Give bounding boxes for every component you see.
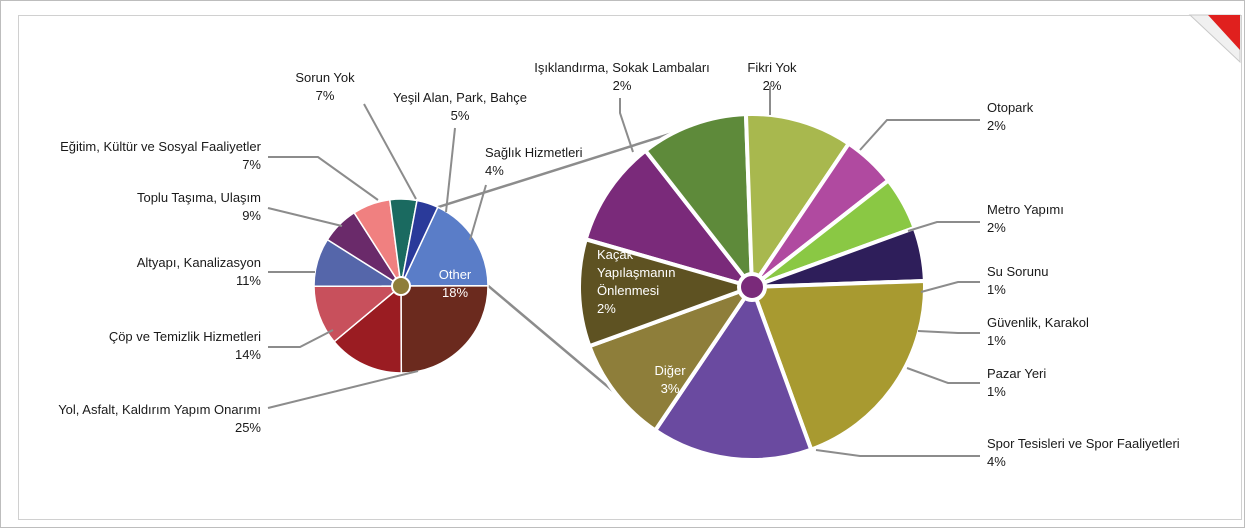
main-label-text-cop-ve-temizlik-hizmetleri-line1: Çöp ve Temizlik Hizmetleri bbox=[109, 329, 261, 344]
secondary-label-kacak-yapilasmanin-onlenmesi: Kaçak Yapılaşmanın Önlenmesi 2% bbox=[597, 247, 676, 316]
secondary-label-fikri-yok: Fikri Yok 2% bbox=[747, 60, 797, 93]
main-slice-other bbox=[400, 206, 489, 287]
secondary-label-otopark: Otopark 2% bbox=[987, 100, 1034, 133]
secondary-leader-spor-tesisleri-ve-spor-faaliyetleri bbox=[815, 449, 980, 457]
data-labels: Other 18% Yol, Asfalt, Kaldırım Yapım Onar… bbox=[58, 60, 1180, 469]
main-label-altyapi-kanalizasyon: Altyapı, Kanalizasyon 11% bbox=[137, 255, 262, 288]
secondary-label-text-metro-yapimi-pct: 2% bbox=[987, 220, 1006, 235]
secondary-leader-metro-yapimi bbox=[907, 221, 980, 232]
secondary-label-text-isiklandirma-sokak-lambalari-line1: Işıklandırma, Sokak Lambaları bbox=[534, 60, 710, 75]
secondary-label-text-pazar-yeri-line1: Pazar Yeri bbox=[987, 366, 1046, 381]
secondary-label-text-guvenlik-karakol-line1: Güvenlik, Karakol bbox=[987, 315, 1089, 330]
secondary-label-text-kacak-yapilasmanin-onlenmesi-line3: Önlenmesi bbox=[597, 283, 659, 298]
main-leader-saglik-hizmetleri bbox=[469, 184, 487, 241]
main-pie-center bbox=[391, 276, 411, 296]
main-label-text-yesil-alan-park-bahce-line1: Yeşil Alan, Park, Bahçe bbox=[393, 90, 527, 105]
main-label-toplu-tasima-ulasim: Toplu Taşıma, Ulaşım 9% bbox=[137, 190, 261, 223]
secondary-slice-spor-tesisleri-ve-spor-faaliyetleri bbox=[750, 278, 927, 452]
secondary-label-pazar-yeri: Pazar Yeri 1% bbox=[987, 366, 1046, 399]
main-label-saglik-hizmetleri: Sağlık Hizmetleri 4% bbox=[485, 145, 583, 178]
secondary-label-text-fikri-yok-pct: 2% bbox=[763, 78, 782, 93]
secondary-slice-metro-yapimi bbox=[743, 112, 851, 289]
secondary-leader-otopark bbox=[859, 119, 980, 151]
secondary-label-text-guvenlik-karakol-pct: 1% bbox=[987, 333, 1006, 348]
main-label-text-toplu-tasima-ulasim-line1: Toplu Taşıma, Ulaşım bbox=[137, 190, 261, 205]
secondary-leader-su-sorunu bbox=[920, 281, 980, 293]
main-label-text-cop-ve-temizlik-hizmetleri-pct: 14% bbox=[235, 347, 261, 362]
main-leader-yesil-alan-park-bahce bbox=[445, 127, 456, 213]
secondary-label-text-spor-tesisleri-ve-spor-faaliyetleri-line1: Spor Tesisleri ve Spor Faaliyetleri bbox=[987, 436, 1180, 451]
main-slice-saglik-hizmetleri bbox=[400, 199, 439, 287]
secondary-label-text-diger-pct: 3% bbox=[661, 381, 680, 396]
main-slice-cop-ve-temizlik-hizmetleri bbox=[333, 285, 403, 374]
main-leader-yol-asfalt-kaldirim-yapim-onarimi bbox=[267, 370, 419, 409]
secondary-label-text-spor-tesisleri-ve-spor-faaliyetleri-pct: 4% bbox=[987, 454, 1006, 469]
main-label-egitim-kultur-ve-sosyal-faaliyetler: Eğitim, Kültür ve Sosyal Faaliyetler 7% bbox=[60, 139, 262, 172]
main-label-text-saglik-hizmetleri-line1: Sağlık Hizmetleri bbox=[485, 145, 583, 160]
main-label-yol-asfalt-kaldirim-yapim-onarimi: Yol, Asfalt, Kaldırım Yapım Onarımı 25% bbox=[58, 402, 261, 435]
main-label-text-saglik-hizmetleri-pct: 4% bbox=[485, 163, 504, 178]
secondary-label-text-su-sorunu-line1: Su Sorunu bbox=[987, 264, 1048, 279]
secondary-label-text-otopark-line1: Otopark bbox=[987, 100, 1034, 115]
main-label-text-other-line1: Other bbox=[439, 267, 472, 282]
leader-lines bbox=[267, 86, 980, 457]
main-label-text-egitim-kultur-ve-sosyal-faaliyetler-line1: Eğitim, Kültür ve Sosyal Faaliyetler bbox=[60, 139, 262, 154]
main-label-text-altyapi-kanalizasyon-pct: 11% bbox=[236, 273, 261, 288]
secondary-label-text-kacak-yapilasmanin-onlenmesi-line1: Kaçak bbox=[597, 247, 634, 262]
secondary-label-text-metro-yapimi-line1: Metro Yapımı bbox=[987, 202, 1064, 217]
corner-accent bbox=[1188, 14, 1241, 64]
secondary-label-text-su-sorunu-pct: 1% bbox=[987, 282, 1006, 297]
plot-border bbox=[18, 15, 1242, 520]
main-label-cop-ve-temizlik-hizmetleri: Çöp ve Temizlik Hizmetleri 14% bbox=[109, 329, 262, 362]
connector-line-top bbox=[437, 131, 674, 209]
secondary-leader-guvenlik-karakol bbox=[917, 330, 980, 334]
main-leader-toplu-tasima-ulasim bbox=[267, 207, 343, 227]
secondary-leader-isiklandirma-sokak-lambalari bbox=[619, 98, 634, 153]
secondary-label-text-pazar-yeri-pct: 1% bbox=[987, 384, 1006, 399]
secondary-label-diger: Diğer 3% bbox=[654, 363, 686, 396]
secondary-label-text-isiklandirma-sokak-lambalari-pct: 2% bbox=[613, 78, 632, 93]
main-label-text-sorun-yok-pct: 7% bbox=[316, 88, 335, 103]
main-label-text-altyapi-kanalizasyon-line1: Altyapı, Kanalizasyon bbox=[137, 255, 261, 270]
main-label-text-other-pct: 18% bbox=[442, 285, 468, 300]
secondary-slice-diger bbox=[653, 285, 814, 462]
secondary-slice-otopark bbox=[643, 112, 754, 289]
main-label-other: Other 18% bbox=[439, 267, 472, 300]
main-leader-cop-ve-temizlik-hizmetleri bbox=[268, 329, 334, 348]
secondary-label-su-sorunu: Su Sorunu 1% bbox=[987, 264, 1048, 297]
main-label-text-egitim-kultur-ve-sosyal-faaliyetler-pct: 7% bbox=[242, 157, 261, 172]
secondary-label-text-kacak-yapilasmanin-onlenmesi-pct: 2% bbox=[597, 301, 616, 316]
secondary-slice-isiklandirma-sokak-lambalari bbox=[577, 237, 754, 349]
secondary-label-guvenlik-karakol: Güvenlik, Karakol 1% bbox=[987, 315, 1089, 348]
main-label-sorun-yok: Sorun Yok 7% bbox=[295, 70, 355, 103]
secondary-pie bbox=[577, 112, 927, 462]
secondary-label-text-kacak-yapilasmanin-onlenmesi-line2: Yapılaşmanın bbox=[597, 265, 676, 280]
secondary-label-spor-tesisleri-ve-spor-faaliyetleri: Spor Tesisleri ve Spor Faaliyetleri 4% bbox=[987, 436, 1180, 469]
main-leader-egitim-kultur-ve-sosyal-faaliyetler bbox=[268, 156, 379, 201]
secondary-label-text-diger-line1: Diğer bbox=[654, 363, 686, 378]
main-leader-sorun-yok bbox=[363, 103, 417, 200]
secondary-slice-kacak-yapilasmanin-onlenmesi bbox=[587, 285, 754, 433]
main-label-yesil-alan-park-bahce: Yeşil Alan, Park, Bahçe 5% bbox=[393, 90, 527, 123]
secondary-label-isiklandirma-sokak-lambalari: Işıklandırma, Sokak Lambaları 2% bbox=[534, 60, 710, 93]
corner-accent-mark bbox=[1208, 15, 1240, 50]
secondary-leader-pazar-yeri bbox=[906, 367, 980, 384]
main-label-text-sorun-yok-line1: Sorun Yok bbox=[295, 70, 355, 85]
secondary-slice-fikri-yok bbox=[583, 148, 754, 289]
secondary-label-text-fikri-yok-line1: Fikri Yok bbox=[747, 60, 797, 75]
main-label-text-yol-asfalt-kaldirim-yapim-onarimi-line1: Yol, Asfalt, Kaldırım Yapım Onarımı bbox=[58, 402, 261, 417]
secondary-pie-center bbox=[737, 272, 767, 302]
main-pie bbox=[313, 198, 489, 374]
secondary-label-metro-yapimi: Metro Yapımı 2% bbox=[987, 202, 1064, 235]
secondary-label-text-otopark-pct: 2% bbox=[987, 118, 1006, 133]
main-label-text-yol-asfalt-kaldirim-yapim-onarimi-pct: 25% bbox=[235, 420, 261, 435]
main-label-text-yesil-alan-park-bahce-pct: 5% bbox=[451, 108, 470, 123]
main-label-text-toplu-tasima-ulasim-pct: 9% bbox=[242, 208, 261, 223]
